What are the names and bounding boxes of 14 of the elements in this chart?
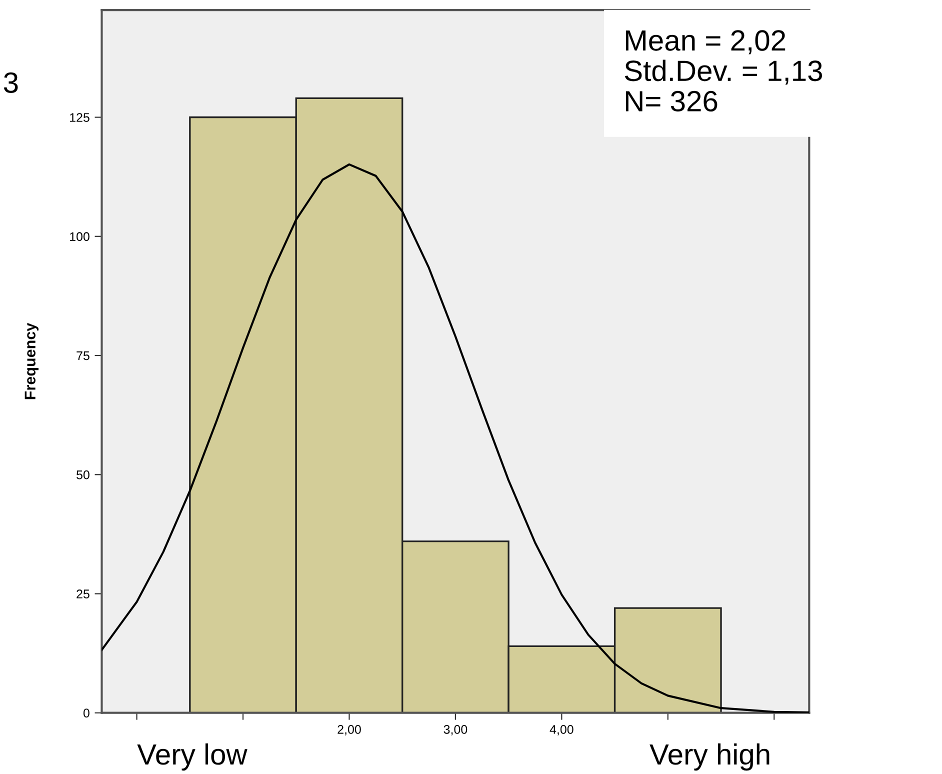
y-tick-label: 125 <box>70 113 90 122</box>
y-tick-label: 0 <box>83 708 90 718</box>
x-tick-label: 2,00 <box>338 724 361 736</box>
y-tick-label: 75 <box>76 351 90 360</box>
annotation: Mean = 2,02 Std.Dev. = 1,13 N= 326 <box>624 30 822 112</box>
y-tick-label: 25 <box>76 590 90 598</box>
y-tick-label: 100 <box>70 232 90 242</box>
x-tick-label: 4,00 <box>550 724 574 736</box>
y-axis-title: Frequency <box>24 322 39 400</box>
y-tick-label: 50 <box>76 470 90 480</box>
x-tick-label: 3,00 <box>444 724 468 736</box>
text: 3 <box>4 72 18 93</box>
text: Very high <box>650 743 770 771</box>
text: Very low <box>137 743 248 771</box>
